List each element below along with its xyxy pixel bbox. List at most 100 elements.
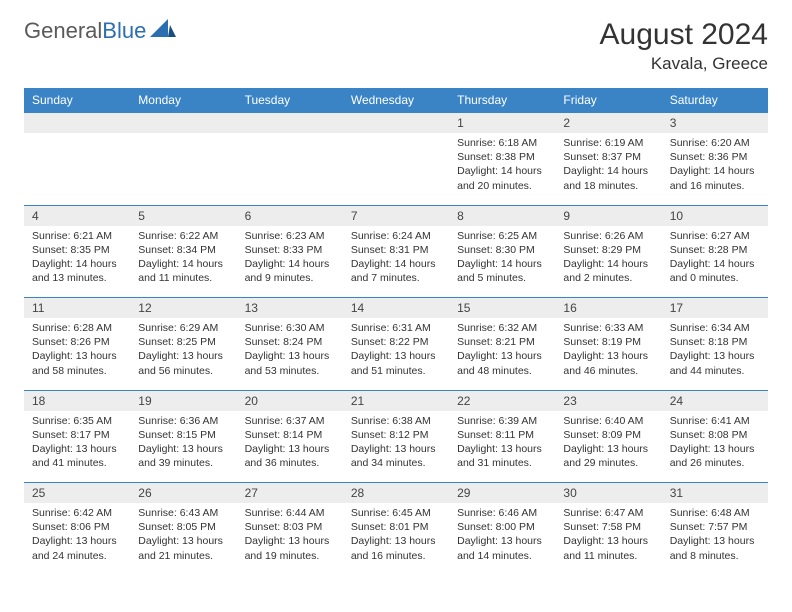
day-number-cell: 18 — [24, 390, 130, 411]
daylight-text: Daylight: 13 hours and 31 minutes. — [457, 442, 547, 470]
day-number: 12 — [130, 298, 236, 318]
day-number: 5 — [130, 206, 236, 226]
day-content-cell: Sunrise: 6:38 AMSunset: 8:12 PMDaylight:… — [343, 411, 449, 483]
daylight-text: Daylight: 14 hours and 7 minutes. — [351, 257, 441, 285]
day-number: 27 — [237, 483, 343, 503]
sunset-text: Sunset: 8:29 PM — [563, 243, 653, 257]
sunrise-text: Sunrise: 6:41 AM — [670, 414, 760, 428]
day-number: 10 — [662, 206, 768, 226]
day-header: Monday — [130, 88, 236, 113]
day-number: 15 — [449, 298, 555, 318]
sunset-text: Sunset: 8:25 PM — [138, 335, 228, 349]
day-details: Sunrise: 6:30 AMSunset: 8:24 PMDaylight:… — [237, 318, 343, 384]
sunrise-text: Sunrise: 6:26 AM — [563, 229, 653, 243]
sunset-text: Sunset: 8:22 PM — [351, 335, 441, 349]
sunrise-text: Sunrise: 6:37 AM — [245, 414, 335, 428]
day-number-cell: 2 — [555, 113, 661, 134]
sunrise-text: Sunrise: 6:32 AM — [457, 321, 547, 335]
day-number: 19 — [130, 391, 236, 411]
sunset-text: Sunset: 8:08 PM — [670, 428, 760, 442]
day-content-cell: Sunrise: 6:21 AMSunset: 8:35 PMDaylight:… — [24, 226, 130, 298]
day-content-cell: Sunrise: 6:34 AMSunset: 8:18 PMDaylight:… — [662, 318, 768, 390]
week-content-row: Sunrise: 6:21 AMSunset: 8:35 PMDaylight:… — [24, 226, 768, 298]
daylight-text: Daylight: 13 hours and 19 minutes. — [245, 534, 335, 562]
daylight-text: Daylight: 14 hours and 13 minutes. — [32, 257, 122, 285]
page-header: GeneralBlue August 2024 Kavala, Greece — [24, 18, 768, 74]
sunset-text: Sunset: 8:17 PM — [32, 428, 122, 442]
day-number-cell: 21 — [343, 390, 449, 411]
day-details: Sunrise: 6:22 AMSunset: 8:34 PMDaylight:… — [130, 226, 236, 292]
daylight-text: Daylight: 14 hours and 0 minutes. — [670, 257, 760, 285]
day-number-cell: 4 — [24, 205, 130, 226]
day-details: Sunrise: 6:39 AMSunset: 8:11 PMDaylight:… — [449, 411, 555, 477]
sunrise-text: Sunrise: 6:39 AM — [457, 414, 547, 428]
daylight-text: Daylight: 13 hours and 51 minutes. — [351, 349, 441, 377]
day-number-cell: 28 — [343, 483, 449, 504]
sunset-text: Sunset: 8:21 PM — [457, 335, 547, 349]
day-content-cell: Sunrise: 6:28 AMSunset: 8:26 PMDaylight:… — [24, 318, 130, 390]
day-number-cell: 29 — [449, 483, 555, 504]
sunset-text: Sunset: 8:05 PM — [138, 520, 228, 534]
day-number-cell: 5 — [130, 205, 236, 226]
day-details: Sunrise: 6:44 AMSunset: 8:03 PMDaylight:… — [237, 503, 343, 569]
sunset-text: Sunset: 8:00 PM — [457, 520, 547, 534]
day-number-cell: 19 — [130, 390, 236, 411]
day-number-cell: 25 — [24, 483, 130, 504]
day-details: Sunrise: 6:27 AMSunset: 8:28 PMDaylight:… — [662, 226, 768, 292]
daylight-text: Daylight: 14 hours and 2 minutes. — [563, 257, 653, 285]
month-title: August 2024 — [600, 18, 768, 52]
sunset-text: Sunset: 8:30 PM — [457, 243, 547, 257]
day-number-cell: 17 — [662, 298, 768, 319]
sunrise-text: Sunrise: 6:23 AM — [245, 229, 335, 243]
sunset-text: Sunset: 8:33 PM — [245, 243, 335, 257]
day-content-cell: Sunrise: 6:19 AMSunset: 8:37 PMDaylight:… — [555, 133, 661, 205]
sunrise-text: Sunrise: 6:48 AM — [670, 506, 760, 520]
day-details: Sunrise: 6:36 AMSunset: 8:15 PMDaylight:… — [130, 411, 236, 477]
sunset-text: Sunset: 8:14 PM — [245, 428, 335, 442]
day-number-cell: 12 — [130, 298, 236, 319]
day-number: 18 — [24, 391, 130, 411]
daylight-text: Daylight: 13 hours and 39 minutes. — [138, 442, 228, 470]
sunrise-text: Sunrise: 6:18 AM — [457, 136, 547, 150]
day-content-cell — [130, 133, 236, 205]
daylight-text: Daylight: 13 hours and 48 minutes. — [457, 349, 547, 377]
day-number: 21 — [343, 391, 449, 411]
sunrise-text: Sunrise: 6:22 AM — [138, 229, 228, 243]
sunrise-text: Sunrise: 6:44 AM — [245, 506, 335, 520]
sunset-text: Sunset: 7:57 PM — [670, 520, 760, 534]
day-content-cell: Sunrise: 6:20 AMSunset: 8:36 PMDaylight:… — [662, 133, 768, 205]
day-number: 13 — [237, 298, 343, 318]
day-number-cell — [343, 113, 449, 134]
sunrise-text: Sunrise: 6:20 AM — [670, 136, 760, 150]
daylight-text: Daylight: 13 hours and 36 minutes. — [245, 442, 335, 470]
sunset-text: Sunset: 8:36 PM — [670, 150, 760, 164]
day-number: 8 — [449, 206, 555, 226]
daylight-text: Daylight: 13 hours and 41 minutes. — [32, 442, 122, 470]
day-content-cell: Sunrise: 6:25 AMSunset: 8:30 PMDaylight:… — [449, 226, 555, 298]
sunset-text: Sunset: 8:34 PM — [138, 243, 228, 257]
day-details: Sunrise: 6:35 AMSunset: 8:17 PMDaylight:… — [24, 411, 130, 477]
day-number-cell: 31 — [662, 483, 768, 504]
day-number-cell: 1 — [449, 113, 555, 134]
week-daynum-row: 18192021222324 — [24, 390, 768, 411]
day-content-cell: Sunrise: 6:36 AMSunset: 8:15 PMDaylight:… — [130, 411, 236, 483]
day-number: 23 — [555, 391, 661, 411]
logo: GeneralBlue — [24, 18, 176, 44]
day-number: 7 — [343, 206, 449, 226]
day-content-cell: Sunrise: 6:31 AMSunset: 8:22 PMDaylight:… — [343, 318, 449, 390]
day-number-cell: 24 — [662, 390, 768, 411]
day-content-cell: Sunrise: 6:24 AMSunset: 8:31 PMDaylight:… — [343, 226, 449, 298]
day-details: Sunrise: 6:24 AMSunset: 8:31 PMDaylight:… — [343, 226, 449, 292]
sunrise-text: Sunrise: 6:25 AM — [457, 229, 547, 243]
daylight-text: Daylight: 13 hours and 11 minutes. — [563, 534, 653, 562]
day-details: Sunrise: 6:28 AMSunset: 8:26 PMDaylight:… — [24, 318, 130, 384]
day-details: Sunrise: 6:38 AMSunset: 8:12 PMDaylight:… — [343, 411, 449, 477]
sunset-text: Sunset: 8:12 PM — [351, 428, 441, 442]
sunrise-text: Sunrise: 6:27 AM — [670, 229, 760, 243]
sunrise-text: Sunrise: 6:34 AM — [670, 321, 760, 335]
title-block: August 2024 Kavala, Greece — [600, 18, 768, 74]
daylight-text: Daylight: 13 hours and 16 minutes. — [351, 534, 441, 562]
day-number-cell: 22 — [449, 390, 555, 411]
day-content-cell: Sunrise: 6:32 AMSunset: 8:21 PMDaylight:… — [449, 318, 555, 390]
day-details: Sunrise: 6:29 AMSunset: 8:25 PMDaylight:… — [130, 318, 236, 384]
